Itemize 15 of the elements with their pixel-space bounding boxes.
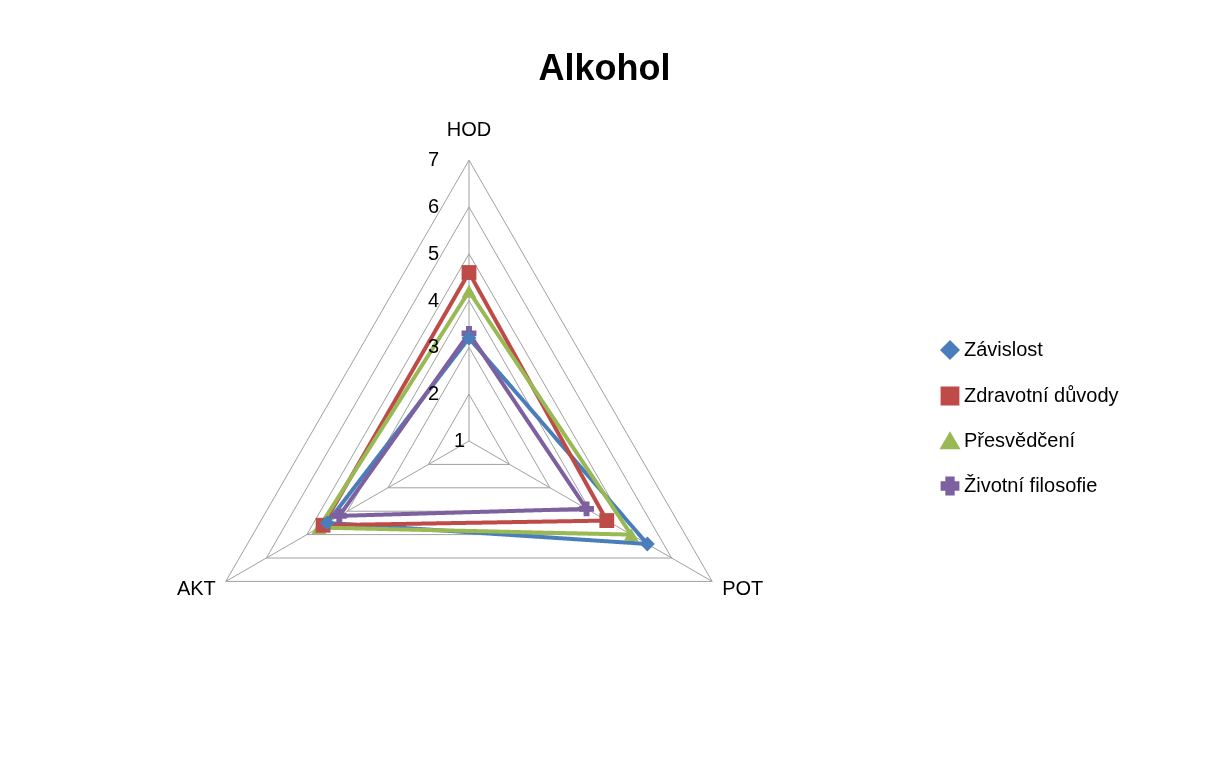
y-tick-label: 1 [453, 429, 465, 451]
spoke-label: POT [722, 577, 764, 600]
y-tick-label: 4 [427, 288, 439, 311]
legend-label: Přesvědčení [964, 429, 1076, 451]
y-tick-label: 2 [427, 382, 439, 405]
y-tick-label: 5 [427, 241, 439, 264]
y-tick-label: 7 [427, 148, 439, 171]
spoke-label: AKT [176, 577, 216, 600]
y-tick-label: 6 [427, 195, 439, 217]
chart-title: Alkohol [538, 47, 671, 88]
legend-label: Zdravotní důvody [964, 384, 1119, 406]
legend-label: Životní filosofie [964, 474, 1098, 496]
y-tick-label: 3 [427, 335, 439, 358]
spoke-label: HOD [446, 118, 492, 141]
legend-label: Závislost [964, 338, 1044, 360]
